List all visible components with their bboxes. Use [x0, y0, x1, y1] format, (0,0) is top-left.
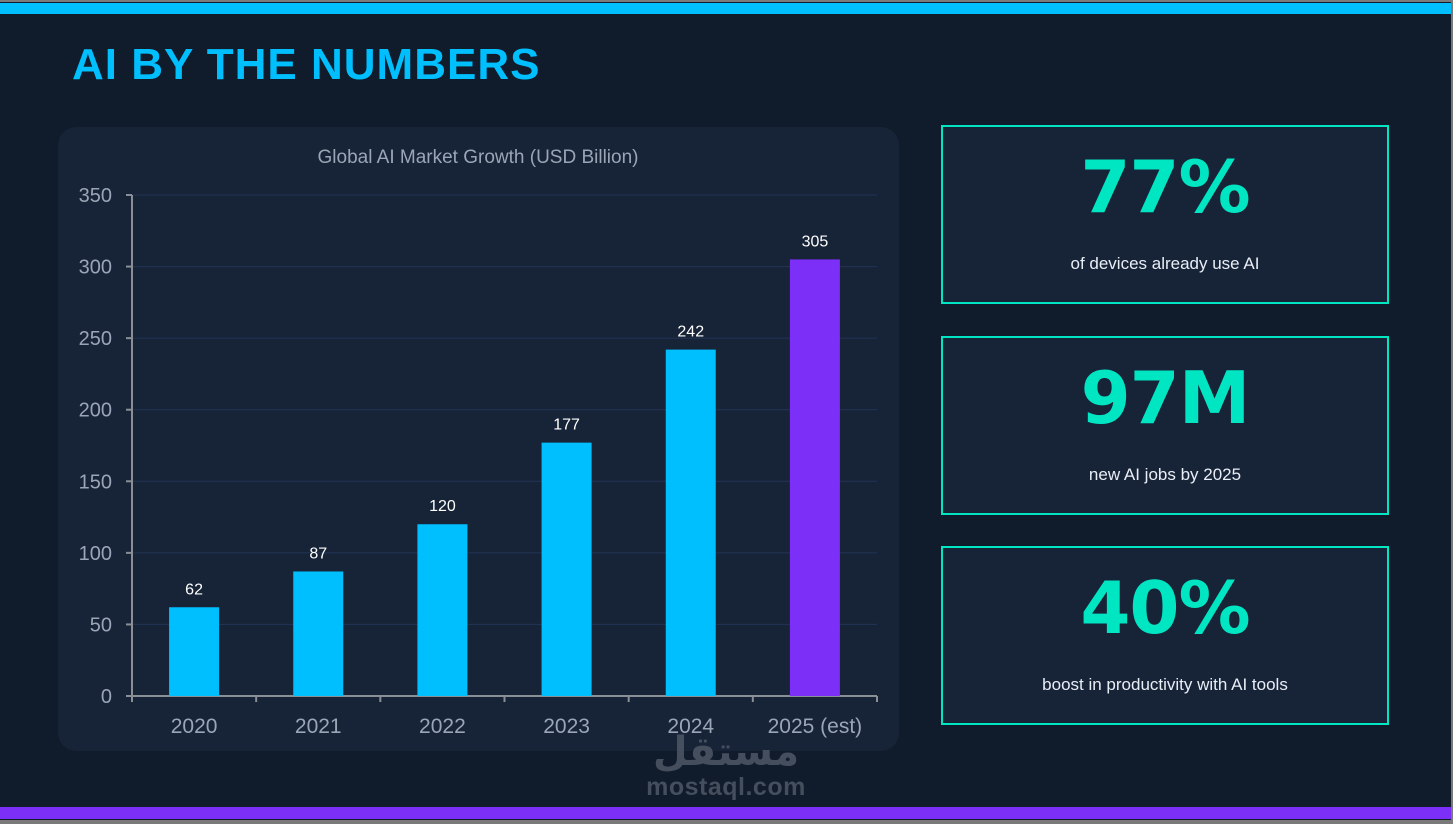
stat-value: 40% [1080, 566, 1250, 650]
data-label: 177 [553, 417, 580, 434]
watermark: مستقل mostaql.com [636, 730, 816, 800]
y-tick-label: 50 [90, 614, 112, 636]
chart-card: Global AI Market Growth (USD Billion) 0 5… [58, 127, 899, 751]
x-tick-label: 2022 [419, 715, 466, 738]
y-tick-label: 350 [79, 185, 112, 207]
stat-label: boost in productivity with AI tools [1042, 675, 1288, 694]
data-label: 120 [429, 498, 456, 515]
stat-card-devices: 77% of devices already use AI [941, 125, 1389, 304]
bar [789, 259, 840, 696]
y-tick-label: 300 [79, 257, 112, 279]
data-label: 62 [185, 581, 203, 598]
bar [541, 442, 592, 696]
stat-card-productivity: 40% boost in productivity with AI tools [941, 546, 1389, 725]
bar [293, 571, 344, 696]
bar [417, 524, 468, 696]
gridlines [132, 194, 877, 625]
data-label: 305 [802, 233, 829, 250]
y-tick-label: 200 [79, 400, 112, 422]
stat-card-jobs: 97M new AI jobs by 2025 [941, 336, 1389, 515]
axes: 0 50 100 150 200 250 300 350 2020 2021 2022 2023 202… [79, 185, 878, 738]
top-accent-stripe [0, 3, 1451, 14]
x-tick-label: 2023 [543, 715, 590, 738]
stat-value: 77% [1080, 145, 1250, 229]
bars [169, 259, 840, 696]
bottom-accent-stripe [0, 807, 1451, 819]
stat-label: new AI jobs by 2025 [1088, 465, 1242, 484]
bar [169, 607, 220, 696]
x-tick-label: 2024 [667, 715, 714, 738]
y-tick-label: 250 [79, 328, 112, 350]
watermark-arabic: مستقل [652, 729, 800, 775]
stat-value: 97M [1080, 356, 1251, 440]
data-label: 87 [309, 545, 327, 562]
chart-title: Global AI Market Growth (USD Billion) [318, 147, 639, 168]
x-tick-label: 2025 (est) [768, 715, 863, 738]
y-tick-label: 150 [79, 471, 112, 493]
x-tick-label: 2021 [295, 715, 342, 738]
data-label: 242 [677, 324, 704, 341]
bar-chart: Global AI Market Growth (USD Billion) 0 5… [79, 147, 878, 738]
stat-label: of devices already use AI [1070, 254, 1260, 273]
y-tick-label: 0 [101, 686, 112, 708]
x-tick-label: 2020 [171, 715, 218, 738]
data-labels: 62 87 120 177 242 305 [185, 233, 828, 598]
slide-title: AI BY THE NUMBERS [72, 40, 541, 89]
y-tick-label: 100 [79, 543, 112, 565]
watermark-latin: mostaql.com [646, 773, 806, 801]
bar [665, 349, 716, 696]
